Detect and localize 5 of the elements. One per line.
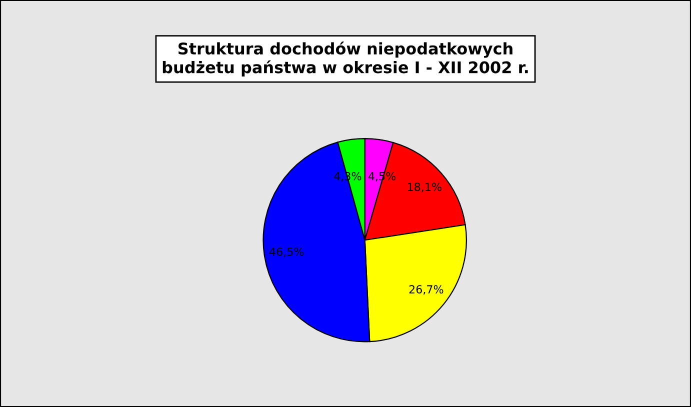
data-label: 26,7%: [409, 285, 444, 295]
data-label: 46,5%: [270, 247, 304, 257]
chart-title: Struktura dochodów niepodatkowych budżetu państwa w okresie I - XII 2002 r.: [162, 42, 528, 76]
data-label: 4,3%: [334, 172, 362, 182]
data-label: 18,1%: [408, 182, 442, 192]
